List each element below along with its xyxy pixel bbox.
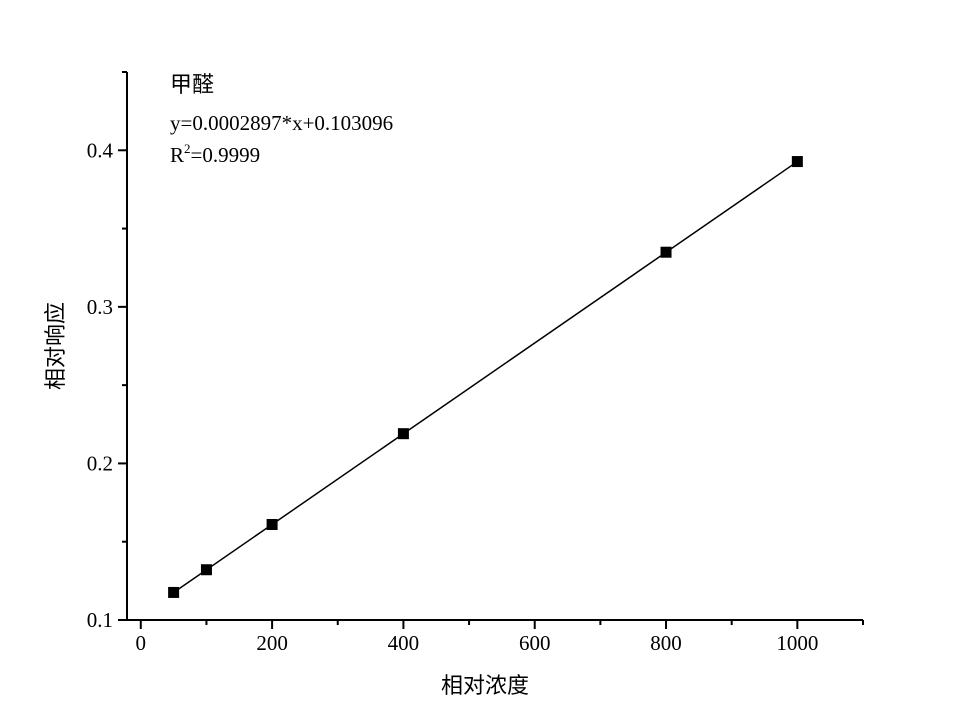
x-tick-label: 600 bbox=[519, 631, 551, 655]
y-tick-label: 0.3 bbox=[87, 295, 113, 319]
x-major-ticks bbox=[139, 620, 799, 629]
annotation-r-squared: R2=0.9999 bbox=[170, 141, 260, 167]
data-point bbox=[200, 564, 212, 576]
x-tick-label: 0 bbox=[136, 631, 147, 655]
data-point bbox=[791, 156, 803, 168]
x-tick-label: 400 bbox=[388, 631, 420, 655]
y-tick-labels: 0.1 0.2 0.3 0.4 bbox=[87, 138, 114, 632]
x-tick-labels: 0 200 400 600 800 1000 bbox=[136, 631, 819, 655]
annotation-equation: y=0.0002897*x+0.103096 bbox=[170, 111, 393, 135]
data-point bbox=[397, 428, 409, 440]
data-point bbox=[660, 246, 672, 258]
y-tick-label: 0.2 bbox=[87, 451, 113, 475]
y-major-ticks bbox=[118, 149, 127, 621]
data-point bbox=[266, 518, 278, 530]
x-tick-label: 1000 bbox=[776, 631, 818, 655]
annotation-compound: 甲醛 bbox=[170, 72, 214, 97]
data-point bbox=[168, 586, 180, 598]
y-tick-label: 0.1 bbox=[87, 608, 113, 632]
y-minor-ticks bbox=[122, 71, 127, 543]
x-axis-title: 相对浓度 bbox=[441, 673, 529, 698]
data-points bbox=[168, 156, 803, 598]
y-tick-label: 0.4 bbox=[87, 138, 114, 162]
x-tick-label: 200 bbox=[256, 631, 288, 655]
x-tick-label: 800 bbox=[650, 631, 682, 655]
y-axis-title: 相对响应 bbox=[43, 302, 68, 390]
x-minor-ticks bbox=[205, 620, 864, 625]
